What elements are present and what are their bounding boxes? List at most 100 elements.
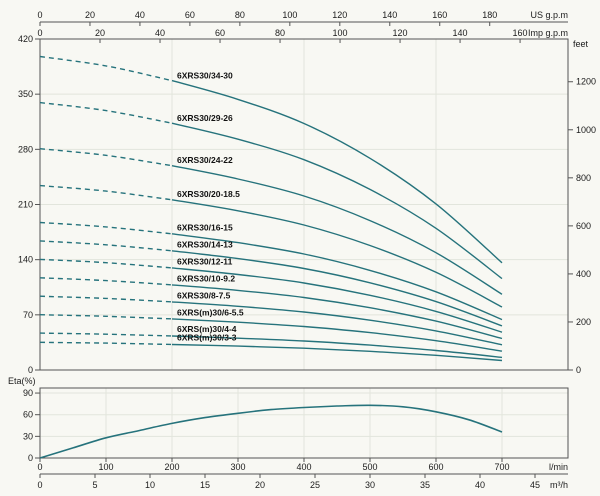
feet-tick-label: 600 [576,221,591,231]
us-gpm-axis: 0 20 40 60 80 100 120 140 160 180 US g.p.m [37,10,568,26]
head-chart-grid [40,39,568,370]
lmin-tick-label: 400 [296,462,311,472]
meters-tick-label: 280 [18,144,33,154]
m3h-tick-label: 15 [200,480,210,490]
meters-tick-label: 70 [23,310,33,320]
curve-label-6XRS30-24-22: 6XRS30/24-22 [177,155,233,165]
eta-axis-title: Eta(%) [8,376,36,386]
head-curve-dashed-6XRS-m-30-6-5-5 [39,314,173,320]
us-gpm-tick-label: 20 [85,10,95,20]
head-curve-6XRS30-24-22 [171,165,503,295]
us-gpm-tick-label: 80 [235,10,245,20]
meters-tick-label: 420 [18,34,33,44]
m3h-tick-label: 40 [475,480,485,490]
us-gpm-tick-label: 180 [482,10,497,20]
us-gpm-unit-label: US g.p.m [530,10,568,20]
feet-tick-label: 1000 [576,125,596,135]
head-curve-dashed-6XRS-m-30-3-3 [39,341,173,346]
curve-label-6XRS30-29-26: 6XRS30/29-26 [177,113,233,123]
imp-gpm-tick-label: 80 [275,28,285,38]
head-curve-dashed-6XRS-m-30-4-4 [39,332,173,337]
m3h-axis: 0 5 10 15 20 25 30 35 40 45 m³/h [37,473,568,490]
lmin-axis: 0 100 200 300 400 500 600 700 l/min [37,458,568,472]
head-curve-6XRS30-16-15 [171,233,503,321]
head-curve-6XRS30-10-9-2 [171,284,503,340]
us-gpm-tick-label: 160 [432,10,447,20]
head-curve-dashed-6XRS30-14-13 [39,240,173,252]
feet-tick-label: 400 [576,269,591,279]
meters-tick-label: 140 [18,255,33,265]
meters-axis: 0 70 140 210 280 350 420 [18,34,40,375]
head-curve-6XRS30-8-7-5 [171,301,503,346]
imp-gpm-unit-label: Imp g.p.m [528,28,568,38]
head-curve-6XRS30-29-26 [171,122,503,280]
m3h-tick-label: 10 [145,480,155,490]
feet-unit-label: feet [573,39,589,49]
curve-label-6XRS30-8-7-5: 6XRS30/8-7.5 [177,290,231,300]
curve-label-6XRS-m-30-6-5-5: 6XRS(m)30/6-5.5 [177,307,244,317]
eta-tick-label: 0 [28,453,33,463]
m3h-tick-label: 5 [92,480,97,490]
m3h-tick-label: 25 [310,480,320,490]
lmin-unit-label: l/min [549,462,568,472]
imp-gpm-tick-label: 20 [95,28,105,38]
lmin-tick-label: 700 [494,462,509,472]
head-curve-dashed-6XRS30-12-11 [39,258,173,269]
meters-tick-label: 210 [18,200,33,210]
imp-gpm-tick-label: 60 [215,28,225,38]
us-gpm-tick-label: 140 [382,10,397,20]
lmin-tick-label: 300 [230,462,245,472]
m3h-unit-label: m³/h [550,480,568,490]
feet-tick-label: 800 [576,173,591,183]
m3h-tick-label: 20 [255,480,265,490]
head-curves: 6XRS30/34-30 6XRS30/29-26 6XRS30/24-22 6XRS… [39,55,503,362]
us-gpm-tick-label: 100 [282,10,297,20]
imp-gpm-tick-label: 120 [393,28,408,38]
head-curve-dashed-6XRS30-16-15 [39,221,173,235]
eta-tick-label: 60 [23,410,33,420]
feet-axis: 0 200 400 600 800 1000 1200 feet [568,39,596,375]
head-curve-6XRS30-12-11 [171,267,503,333]
curve-label-6XRS30-16-15: 6XRS30/16-15 [177,223,233,233]
us-gpm-tick-label: 0 [37,10,42,20]
eta-tick-label: 90 [23,388,33,398]
m3h-tick-label: 35 [420,480,430,490]
head-curve-6XRS30-20-18-5 [171,199,503,308]
m3h-tick-label: 45 [530,480,540,490]
lmin-tick-label: 500 [362,462,377,472]
lmin-tick-label: 200 [164,462,179,472]
curve-label-6XRS30-12-11: 6XRS30/12-11 [177,257,233,267]
eta-axis: Eta(%) 0 30 60 90 [8,376,40,463]
head-curve-dashed-6XRS30-8-7-5 [39,295,173,303]
meters-tick-label: 0 [28,365,33,375]
imp-gpm-tick-label: 160 [513,28,528,38]
head-curve-6XRS-m-30-6-5-5 [171,318,503,352]
efficiency-curve-group [39,404,503,459]
curve-label-6XRS-m-30-4-4: 6XRS(m)30/4-4 [177,324,237,334]
head-curve-dashed-6XRS30-10-9-2 [39,277,173,286]
curve-label-6XRS30-34-30: 6XRS30/34-30 [177,70,233,80]
lmin-tick-label: 100 [98,462,113,472]
head-curve-dashed-6XRS30-24-22 [39,148,173,167]
head-curve-dashed-6XRS30-20-18-5 [39,184,173,201]
curve-label-6XRS-m-30-3-3: 6XRS(m)30/3-3 [177,333,237,343]
m3h-tick-label: 30 [365,480,375,490]
head-curve-dashed-6XRS30-34-30 [39,55,173,82]
imp-gpm-tick-label: 100 [333,28,348,38]
head-curve-6XRS30-34-30 [171,79,503,264]
eta-chart-grid [40,388,568,458]
curve-label-6XRS30-10-9-2: 6XRS30/10-9.2 [177,273,235,283]
imp-gpm-tick-label: 0 [37,28,42,38]
meters-tick-label: 350 [18,89,33,99]
efficiency-curve [39,404,503,459]
m3h-tick-label: 0 [37,480,42,490]
curve-label-6XRS30-14-13: 6XRS30/14-13 [177,240,233,250]
feet-tick-label: 200 [576,317,591,327]
head-curve-6XRS-m-30-4-4 [171,335,503,359]
lmin-tick-label: 0 [37,462,42,472]
lmin-tick-label: 600 [428,462,443,472]
imp-gpm-axis: 0 20 40 60 80 100 120 140 160 Imp g.p.m [37,28,568,43]
us-gpm-tick-label: 60 [185,10,195,20]
